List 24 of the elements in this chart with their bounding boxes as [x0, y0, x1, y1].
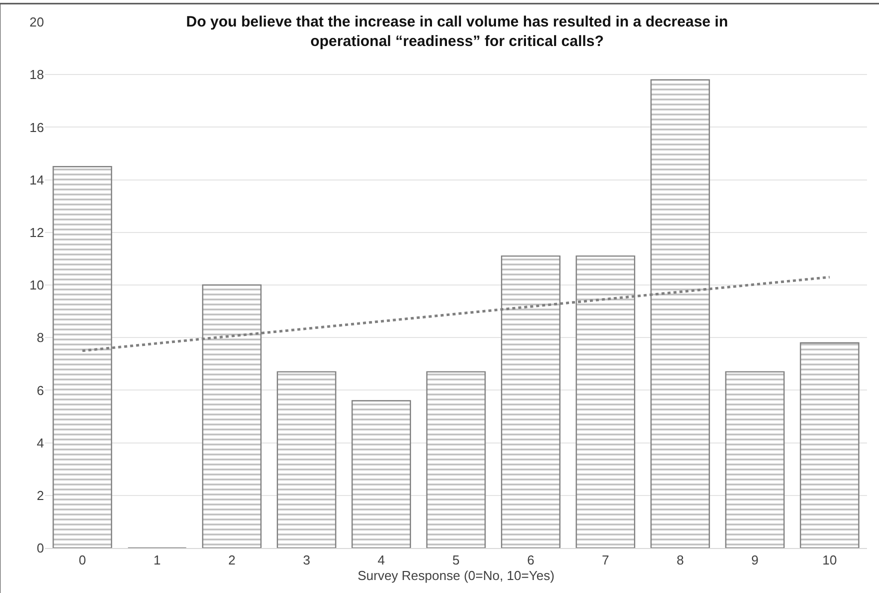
y-tick-label: 10	[30, 278, 44, 293]
y-tick-label: 20	[30, 14, 44, 30]
y-tick-label: 18	[30, 67, 44, 82]
y-tick-label: 2	[36, 488, 44, 503]
x-tick-label: 6	[527, 552, 534, 568]
x-tick-label: 2	[228, 552, 236, 568]
x-tick-label: 0	[78, 552, 86, 568]
x-tick-label: 3	[302, 552, 310, 568]
x-tick-label: 1	[153, 552, 161, 568]
x-tick-label: 9	[751, 552, 759, 568]
x-tick-label: 8	[676, 552, 684, 568]
y-tick-label: 8	[36, 330, 44, 346]
x-tick-label: 7	[602, 552, 610, 568]
y-tick-label: 0	[36, 540, 44, 556]
x-tick-label: 10	[822, 552, 837, 568]
x-tick-label: 4	[378, 552, 385, 568]
x-tick-label: 5	[452, 552, 460, 568]
chart-title: Do you believe that the increase in call volume has resulted in a decrease in operational “readiness” for critical calls?	[186, 14, 728, 50]
y-tick-label: 6	[36, 382, 44, 398]
y-tick-label: 12	[30, 224, 44, 240]
x-axis-title: Survey Response (0=No, 10=Yes)	[358, 568, 554, 584]
y-tick-label: 4	[36, 435, 44, 450]
y-tick-label: 16	[30, 120, 44, 135]
y-tick-label: 14	[30, 172, 44, 188]
